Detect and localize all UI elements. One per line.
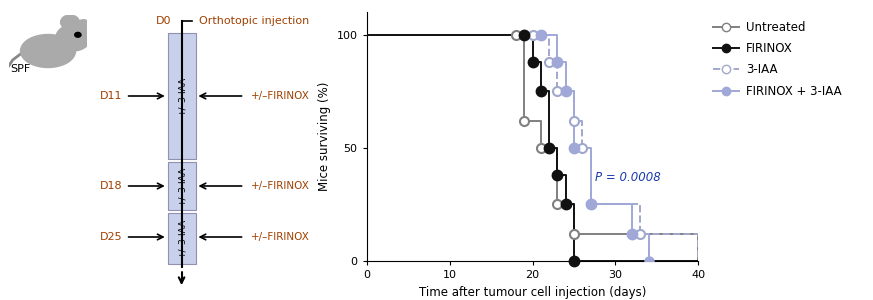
Text: D25: D25 [100, 232, 122, 242]
Text: +/–3-IAA: +/–3-IAA [177, 76, 186, 116]
Text: P = 0.0008: P = 0.0008 [595, 171, 661, 184]
Text: Orthotopic injection: Orthotopic injection [199, 16, 309, 26]
Text: +/–FIRINOX: +/–FIRINOX [251, 91, 310, 101]
Circle shape [75, 32, 81, 37]
Text: D0: D0 [155, 16, 171, 26]
Y-axis label: Mice surviving (%): Mice surviving (%) [318, 82, 331, 191]
X-axis label: Time after tumour cell injection (days): Time after tumour cell injection (days) [419, 286, 646, 298]
Text: SPF: SPF [10, 64, 31, 74]
Circle shape [76, 20, 91, 32]
Text: +/–3-IAA: +/–3-IAA [177, 219, 186, 258]
Bar [168, 33, 196, 159]
Text: +/–FIRINOX: +/–FIRINOX [251, 232, 310, 242]
Circle shape [56, 25, 91, 51]
Bar [168, 213, 196, 264]
Text: D18: D18 [100, 181, 122, 191]
Circle shape [60, 15, 79, 29]
Ellipse shape [21, 34, 76, 68]
Bar [168, 162, 196, 210]
Text: D11: D11 [100, 91, 122, 101]
Text: +/–3-IAA: +/–3-IAA [177, 167, 186, 206]
Text: +/–FIRINOX: +/–FIRINOX [251, 181, 310, 191]
Legend: Untreated, FIRINOX, 3-IAA, FIRINOX + 3-IAA: Untreated, FIRINOX, 3-IAA, FIRINOX + 3-I… [713, 21, 842, 98]
